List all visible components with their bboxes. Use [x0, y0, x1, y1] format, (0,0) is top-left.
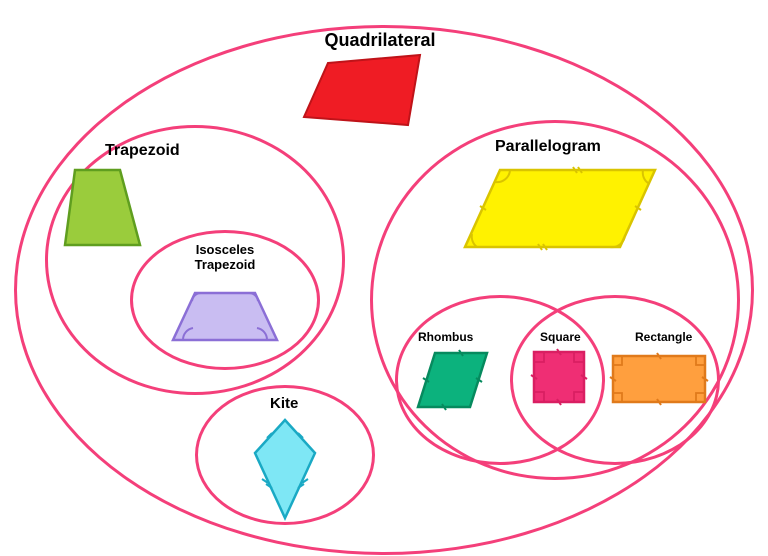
label-quadrilateral: Quadrilateral	[300, 30, 460, 51]
shape-trapezoid	[65, 170, 155, 250]
label-parallelogram: Parallelogram	[495, 138, 601, 156]
shape-rhombus	[415, 350, 490, 412]
shape-rectangle	[610, 353, 710, 408]
label-trapezoid: Trapezoid	[105, 142, 180, 160]
shape-isosceles-trapezoid	[170, 290, 280, 345]
label-rhombus: Rhombus	[418, 330, 473, 344]
label-rectangle: Rectangle	[635, 330, 692, 344]
quadrilateral-venn-diagram: Quadrilateral Trapezoid Isosceles Trapez…	[0, 0, 768, 556]
shape-parallelogram	[460, 165, 660, 255]
label-kite: Kite	[270, 395, 298, 412]
label-square: Square	[540, 330, 581, 344]
shape-square	[530, 348, 590, 408]
shape-kite	[250, 418, 320, 523]
label-isosceles-trapezoid: Isosceles Trapezoid	[165, 243, 285, 273]
shape-quadrilateral	[300, 55, 430, 135]
